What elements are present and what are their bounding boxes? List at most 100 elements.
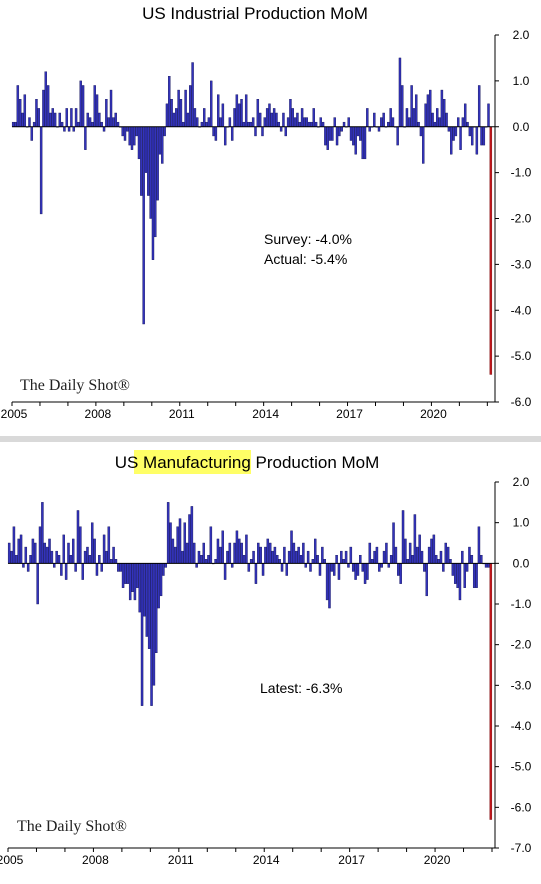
bar [165, 103, 169, 127]
bar [77, 121, 80, 127]
bar [387, 563, 391, 568]
bar [174, 546, 177, 564]
bar [219, 117, 222, 127]
bar [178, 518, 182, 564]
bar [311, 559, 315, 564]
bar [79, 526, 82, 564]
bar [340, 126, 343, 132]
bar [368, 126, 371, 132]
bar [363, 126, 367, 160]
bar [18, 99, 22, 127]
bar [237, 103, 241, 127]
bar [107, 117, 110, 127]
bar [202, 542, 205, 564]
bar [105, 550, 108, 564]
bar [212, 126, 215, 137]
x-tick-label: 2005 [1, 407, 28, 421]
bar [423, 563, 426, 572]
y-tick-label: -3.0 [511, 678, 532, 692]
bar [444, 542, 447, 564]
y-tick-label: -6.0 [511, 800, 532, 814]
bar [416, 546, 419, 564]
bar [420, 550, 424, 564]
bar [405, 108, 409, 127]
bar [140, 563, 144, 706]
bar [114, 112, 117, 127]
bar [437, 559, 440, 564]
bar [304, 563, 307, 568]
bar [161, 126, 164, 164]
bar [79, 80, 82, 127]
bar [283, 546, 286, 564]
bar [196, 117, 199, 127]
bar [351, 563, 355, 572]
bar [436, 108, 439, 127]
bar [112, 546, 115, 564]
bar [299, 554, 303, 564]
x-tick-label: 2008 [82, 853, 109, 867]
bar [175, 108, 178, 127]
bar [356, 563, 360, 576]
bar [337, 563, 341, 580]
bar [323, 559, 326, 564]
bar [169, 522, 172, 564]
bar [100, 121, 103, 127]
bar [197, 550, 201, 564]
bar [408, 117, 411, 127]
bar [468, 126, 472, 137]
bar [363, 563, 367, 584]
bar [60, 121, 64, 127]
bar [408, 542, 412, 564]
bar [458, 563, 462, 601]
bar [138, 563, 141, 613]
bar [461, 550, 464, 564]
bar [88, 554, 92, 564]
bar [435, 554, 438, 564]
bar-series [7, 502, 493, 820]
bar [433, 121, 437, 127]
bar [14, 121, 17, 127]
bar [81, 85, 85, 127]
x-tick-label: 2017 [338, 853, 365, 867]
bar [412, 108, 416, 127]
bar [233, 108, 236, 127]
bar [88, 117, 92, 127]
bar [247, 121, 250, 127]
bar [340, 550, 343, 564]
bar [223, 563, 227, 580]
bar [193, 542, 196, 564]
bar [261, 563, 265, 576]
bar [265, 108, 269, 127]
bar [309, 563, 312, 572]
bar [368, 542, 372, 564]
bar [140, 126, 143, 196]
bar [271, 550, 274, 564]
bar [349, 546, 353, 564]
bar [445, 112, 448, 127]
bar [305, 117, 308, 127]
bar [443, 99, 446, 127]
bar [398, 57, 402, 127]
bar [43, 542, 47, 564]
bar [126, 126, 129, 132]
bar [102, 534, 106, 564]
bar [58, 112, 61, 127]
bar [235, 530, 239, 564]
bar [72, 126, 75, 132]
bar [63, 126, 66, 132]
bar [284, 126, 287, 137]
bar [272, 108, 276, 127]
bar [102, 126, 106, 132]
bar [230, 126, 234, 141]
bar [7, 542, 11, 564]
bar [333, 117, 336, 127]
bar [399, 563, 402, 584]
bar [295, 550, 298, 564]
bar [459, 126, 462, 150]
chart-title: US Industrial Production MoM [142, 4, 368, 23]
bar [182, 121, 185, 127]
brand-watermark: The Daily Shot® [20, 377, 130, 394]
bar [477, 526, 481, 564]
bar [67, 126, 71, 132]
bar [442, 563, 445, 572]
